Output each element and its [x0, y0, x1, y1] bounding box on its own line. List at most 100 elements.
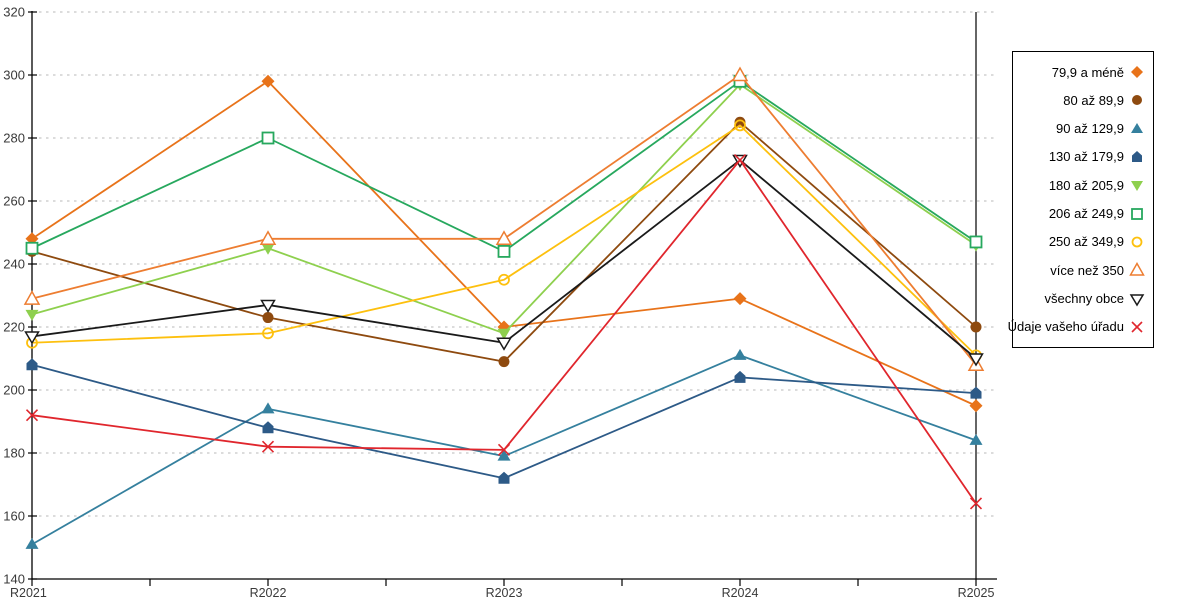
y-tick-label: 240 [3, 257, 25, 272]
square-open-marker-icon [497, 244, 511, 258]
legend-item: 206 až 249,9 [1021, 206, 1145, 222]
legend-item: 80 až 89,9 [1021, 92, 1145, 108]
legend-item-label: více než 350 [1050, 262, 1124, 278]
legend-item: Údaje vašeho úřadu [1008, 319, 1145, 335]
triangle-down-open-marker-icon [1129, 293, 1145, 307]
circle-open-marker-icon [734, 119, 746, 132]
y-tick-label: 140 [3, 572, 25, 587]
circle-marker-icon [498, 356, 510, 368]
y-tick-label: 260 [3, 194, 25, 209]
legend-item: 180 až 205,9 [1021, 177, 1145, 193]
x-marker-icon [25, 409, 39, 422]
legend-square-open-icon [1131, 207, 1143, 220]
y-tick-label: 160 [3, 509, 25, 524]
triangle-down-marker-icon [497, 328, 511, 340]
x-tick-label: R2022 [250, 586, 287, 600]
x-marker-icon [497, 443, 511, 456]
triangle-down-marker-icon [261, 243, 275, 255]
legend-item-label: 206 až 249,9 [1048, 206, 1124, 222]
y-tick-label: 300 [3, 68, 25, 83]
triangle-up-marker-icon [969, 433, 983, 445]
x-tick-label: R2024 [722, 586, 759, 600]
legend-item: všechny obce [1021, 291, 1145, 307]
x-marker-icon [969, 497, 983, 510]
triangle-up-open-marker-icon [23, 290, 41, 305]
legend-item-label: 79,9 a méně [1051, 64, 1124, 80]
diamond-marker-icon [1131, 66, 1143, 78]
square-open-marker-icon [969, 235, 983, 249]
triangle-down-open-marker-icon [496, 337, 512, 351]
triangle-up-open-marker-icon [731, 66, 749, 82]
legend-item-label: Údaje vašeho úřadu [1007, 319, 1124, 335]
triangle-down-marker-icon [25, 309, 39, 321]
y-tick-label: 280 [3, 131, 25, 146]
circle-open-marker-icon [498, 273, 510, 286]
y-tick-label: 180 [3, 446, 25, 461]
legend-triangle-down-icon [1131, 181, 1143, 192]
square-open-marker-icon [261, 131, 275, 145]
circle-open-marker-icon [1131, 236, 1143, 248]
x-tick-label: R2021 [10, 586, 47, 600]
triangle-up-open-marker-icon [1129, 262, 1145, 277]
legend-triangle-down-open-icon [1129, 293, 1145, 307]
x-marker-icon [733, 153, 747, 167]
x-tick-label: R2025 [958, 586, 995, 600]
series-line [31, 124, 977, 357]
legend-item: 79,9 a méně [1021, 64, 1145, 80]
legend-item-label: 80 až 89,9 [1063, 92, 1124, 108]
legend-item: 250 až 349,9 [1021, 234, 1145, 250]
y-tick-label: 320 [3, 5, 25, 20]
pentagon-marker-icon [262, 421, 274, 434]
pentagon-marker-icon [26, 358, 38, 371]
legend-diamond-icon [1131, 66, 1143, 78]
series-line [31, 363, 977, 480]
triangle-down-open-marker-icon [24, 331, 40, 345]
chart-plot-area: 140 160 180 200 220 240 260 280 300 320 R2021 R2022… [3, 5, 997, 600]
triangle-up-marker-icon [25, 537, 39, 549]
legend-item: 90 až 129,9 [1021, 121, 1145, 137]
circle-marker-icon [262, 312, 274, 324]
legend-item: více než 350 [1021, 262, 1145, 278]
legend-circle-icon [1132, 95, 1142, 106]
triangle-up-open-marker-icon [259, 230, 277, 246]
triangle-up-marker-icon [733, 348, 747, 360]
triangle-up-marker-icon [261, 402, 275, 414]
legend-triangle-up-icon [1131, 122, 1143, 133]
diamond-marker-icon [969, 399, 983, 413]
triangle-down-marker-icon [1131, 181, 1143, 192]
legend-pentagon-icon [1132, 150, 1142, 162]
pentagon-marker-icon [498, 471, 510, 484]
circle-marker-icon [734, 116, 746, 128]
chart-legend: 79,9 a méně 80 až 89,9 90 až 129,9 130 až 1… [1008, 51, 1154, 348]
triangle-down-open-marker-icon [260, 299, 276, 313]
series-line [31, 80, 977, 253]
pentagon-marker-icon [970, 386, 982, 399]
x-tick-label: R2023 [486, 586, 523, 600]
pentagon-marker-icon [734, 370, 746, 383]
triangle-down-open-marker-icon [968, 353, 984, 367]
x-marker-icon [261, 440, 275, 453]
square-open-marker-icon [25, 241, 39, 255]
legend-item-label: 250 až 349,9 [1048, 234, 1124, 250]
diamond-marker-icon [261, 74, 275, 88]
legend-x-icon [1131, 321, 1143, 333]
circle-marker-icon [970, 321, 982, 333]
diamond-marker-icon [733, 292, 747, 306]
circle-open-marker-icon [262, 327, 274, 340]
legend-item-label: 90 až 129,9 [1056, 121, 1124, 137]
triangle-up-marker-icon [497, 449, 511, 461]
legend-item-label: 130 až 179,9 [1048, 149, 1124, 165]
circle-marker-icon [1132, 95, 1142, 106]
y-tick-label: 220 [3, 320, 25, 335]
legend-item: 130 až 179,9 [1021, 149, 1145, 165]
legend-item-label: všechny obce [1044, 291, 1125, 307]
x-marker-icon [1131, 321, 1143, 333]
square-open-marker-icon [1131, 207, 1143, 220]
triangle-up-marker-icon [1131, 122, 1143, 133]
y-tick-label: 200 [3, 383, 25, 398]
legend-item-label: 180 až 205,9 [1048, 177, 1124, 193]
triangle-up-open-marker-icon [495, 230, 513, 246]
legend-circle-open-icon [1131, 236, 1143, 248]
legend-triangle-up-open-icon [1129, 262, 1145, 277]
